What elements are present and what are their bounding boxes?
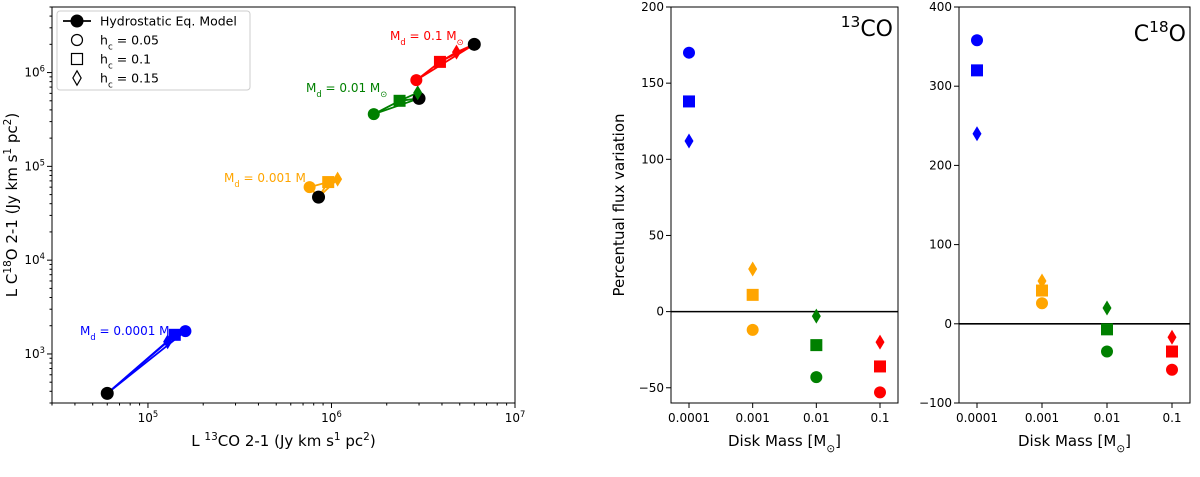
circle-point — [303, 181, 316, 194]
diamond-point — [1037, 273, 1047, 289]
y-axis-label: Percentual flux variation — [610, 113, 628, 296]
legend-label: hc = 0.05 — [100, 33, 159, 53]
x-axis-label: Disk Mass [M⊙] — [728, 432, 841, 455]
x-tick-label: 0.1 — [1162, 411, 1181, 425]
panel-c18o: −100 0 100 200 300 400 0.0001 0.001 0.01 0.1 Disk … — [919, 0, 1191, 455]
circle-point — [1166, 363, 1178, 376]
plot-frame — [958, 6, 1191, 404]
mass-group: Md = 0.001 M⊙ — [224, 171, 343, 204]
y-tick-label: 100 — [929, 238, 952, 252]
mass-label: Md = 0.001 M⊙ — [224, 171, 313, 189]
x-tick-label: 0.01 — [803, 411, 830, 425]
mass-group: Md = 0.1 M⊙ — [390, 29, 481, 87]
molecule-label: C18O — [1134, 18, 1186, 47]
y-tick-label: −50 — [639, 381, 664, 395]
legend-marker — [70, 14, 84, 28]
diamond-point — [163, 334, 173, 350]
square-point — [322, 176, 335, 189]
plot-frame — [670, 6, 899, 404]
y-axis-label: L C18O 2-1 (Jy km s1 pc2) — [2, 113, 21, 297]
y-tick-label: 200 — [929, 158, 952, 172]
square-point — [874, 360, 886, 373]
y-tick-label: 104 — [24, 251, 45, 267]
x-axis-label: L 13CO 2-1 (Jy km s1 pc2) — [191, 431, 375, 450]
circle-point — [1036, 297, 1048, 310]
y-tick-label: 400 — [929, 0, 952, 14]
x-tick-label: 0.0001 — [668, 411, 710, 425]
circle-point — [1101, 345, 1113, 358]
circle-point — [971, 34, 983, 47]
y-tick-label: 103 — [24, 345, 45, 361]
circle-point — [179, 325, 192, 338]
diamond-point — [333, 171, 343, 187]
circle-point — [810, 371, 823, 384]
square-point — [1036, 284, 1048, 297]
circle-point — [874, 386, 886, 399]
diamond-point — [972, 126, 982, 142]
square-point — [746, 288, 759, 301]
legend-marker — [70, 52, 84, 66]
diamond-point — [748, 261, 758, 277]
x-tick-label: 0.01 — [1094, 411, 1121, 425]
connector-line — [106, 341, 169, 395]
diamond-point — [875, 334, 885, 350]
y-tick-label: 300 — [929, 79, 952, 93]
diamond-point — [1102, 300, 1112, 316]
x-tick-label: 0.001 — [735, 411, 769, 425]
x-tick-label: 106 — [321, 409, 342, 425]
square-point — [433, 55, 446, 68]
y-tick-label: 0 — [944, 317, 952, 331]
legend-label: hc = 0.15 — [100, 71, 159, 91]
square-point — [1101, 323, 1113, 336]
y-tick-label: 200 — [641, 0, 664, 14]
molecule-label: 13CO — [841, 13, 893, 42]
diamond-point — [811, 308, 821, 324]
square-point — [683, 95, 695, 108]
y-tick-label: 100 — [641, 152, 664, 166]
x-axis-label: Disk Mass [M⊙] — [1018, 432, 1131, 455]
y-tick-label: 150 — [641, 76, 664, 90]
square-point — [971, 64, 983, 77]
diamond-point — [452, 44, 462, 60]
x-tick-label: 0.1 — [870, 411, 889, 425]
mass-group: Md = 0.01 M⊙ — [306, 81, 426, 121]
x-tick-label: 0.0001 — [956, 411, 998, 425]
legend-frame — [56, 10, 251, 91]
legend-label: hc = 0.1 — [100, 52, 151, 72]
legend-marker — [70, 33, 84, 47]
square-point — [168, 328, 181, 341]
diamond-point — [413, 85, 423, 101]
y-tick-label: −100 — [919, 396, 952, 410]
mass-label: Md = 0.1 M⊙ — [390, 29, 464, 47]
panel-luminosity: 105 106 107 103 104 105 106 L 13CO 2-1 (Jy km s… — [2, 6, 526, 450]
y-tick-label: 105 — [24, 157, 45, 173]
square-point — [393, 94, 406, 107]
hydrostatic-point — [312, 190, 326, 204]
x-tick-label: 0.001 — [1025, 411, 1059, 425]
x-tick-label: 105 — [138, 409, 159, 425]
circle-point — [410, 74, 423, 87]
panel-13co: −50 0 50 100 150 200 0.0001 0.001 0.01 0.1 Disk Ma… — [610, 0, 899, 455]
y-tick-label: 106 — [24, 64, 45, 80]
mass-group: Md = 0.0001 M⊙ — [80, 324, 192, 400]
diamond-point — [1167, 329, 1177, 345]
mass-label: Md = 0.01 M⊙ — [306, 81, 387, 99]
diamond-point — [684, 133, 694, 149]
y-tick-label: 50 — [649, 228, 664, 242]
circle-point — [746, 323, 759, 336]
legend-label: Hydrostatic Eq. Model — [100, 14, 237, 29]
y-tick-label: 0 — [656, 305, 664, 319]
mass-label: Md = 0.0001 M⊙ — [80, 324, 177, 342]
x-tick-label: 107 — [505, 409, 526, 425]
plot-frame — [51, 6, 516, 404]
hydrostatic-point — [467, 37, 481, 51]
circle-point — [683, 46, 695, 59]
hydrostatic-point — [100, 386, 114, 400]
legend-marker — [72, 69, 82, 87]
circle-point — [367, 108, 380, 121]
square-point — [810, 339, 823, 352]
square-point — [1166, 345, 1178, 358]
